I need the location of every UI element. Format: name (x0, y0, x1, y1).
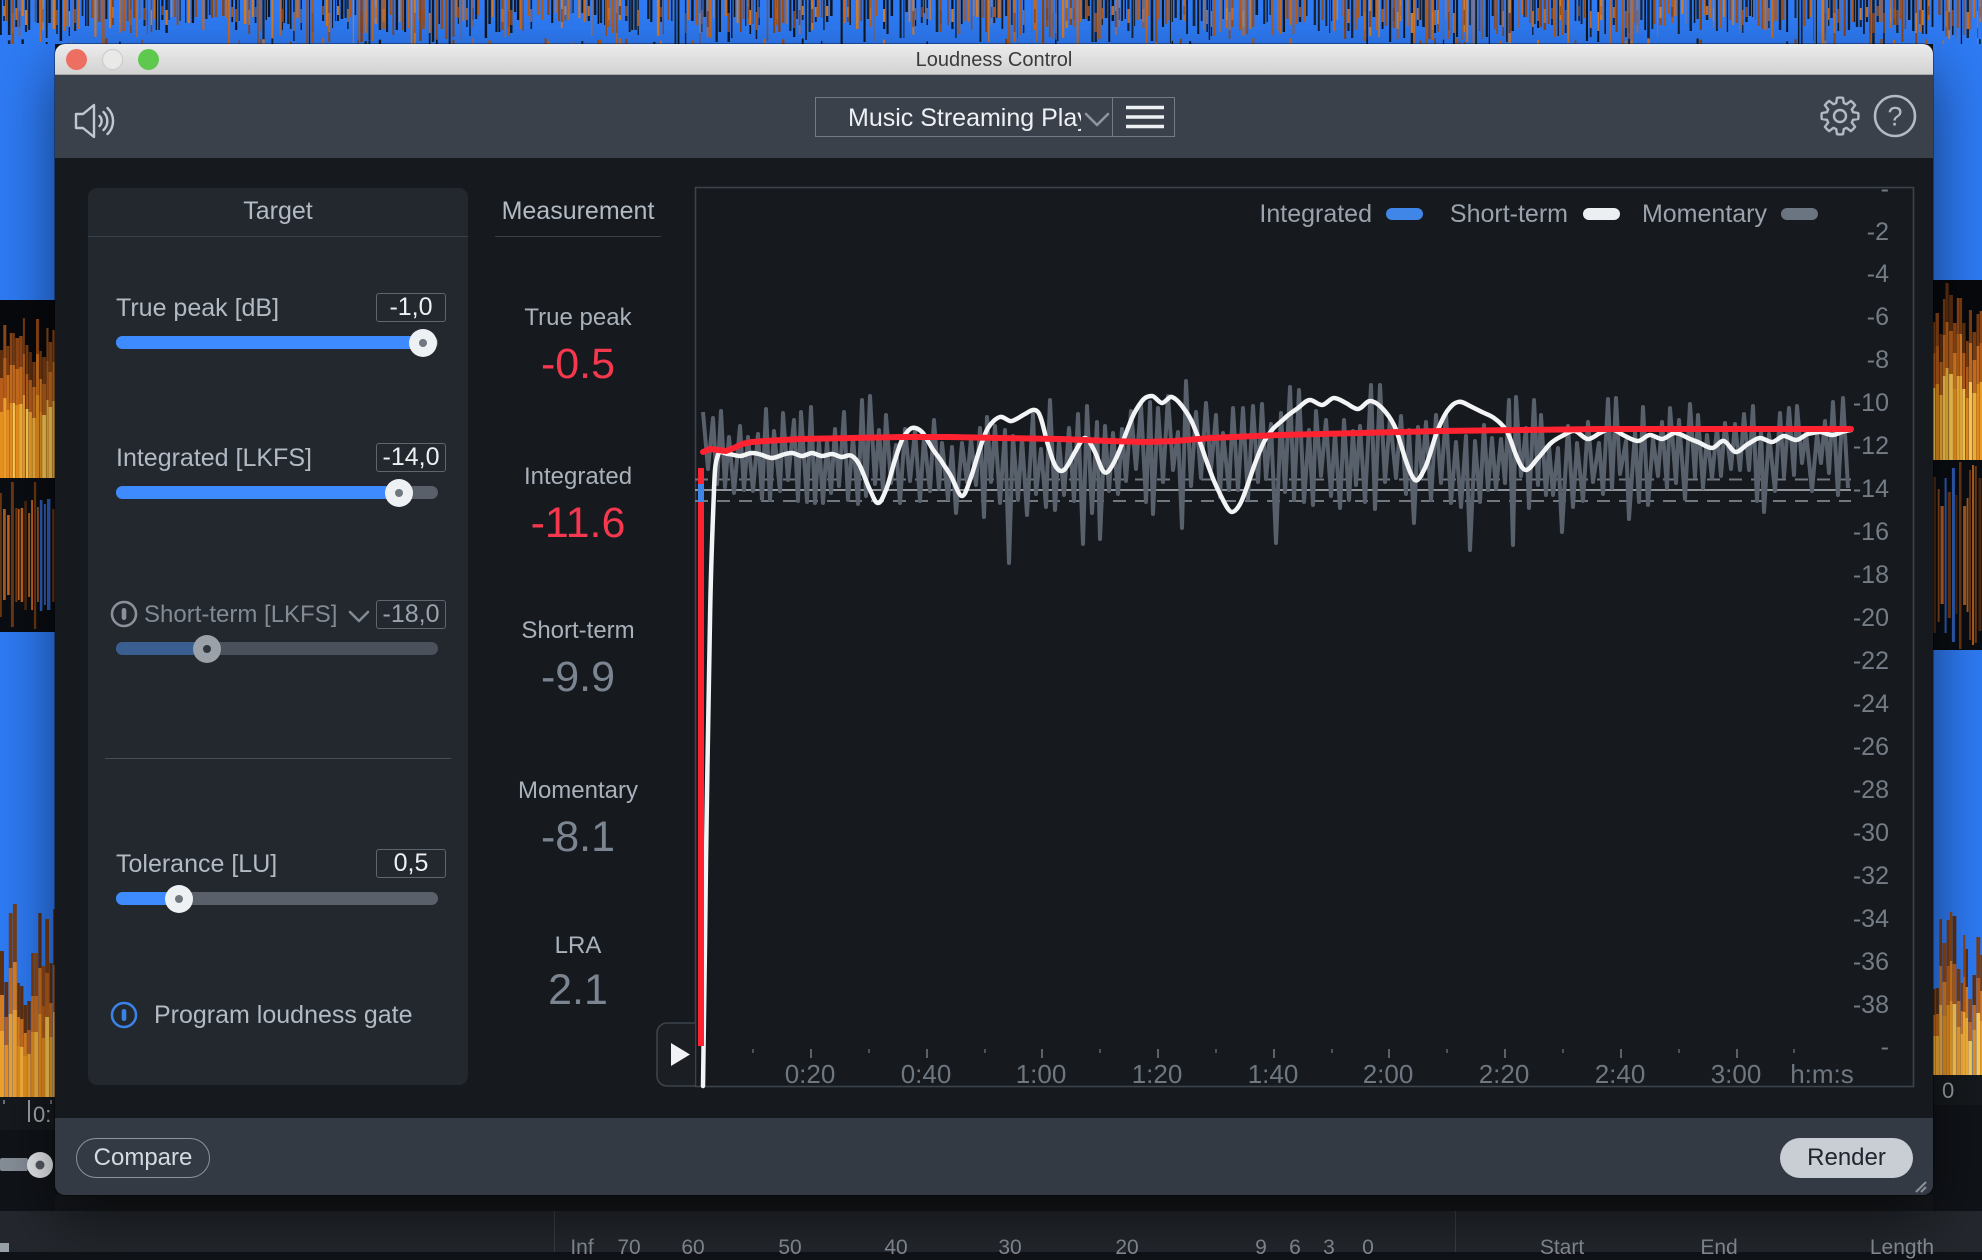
svg-text:?: ? (1887, 102, 1902, 132)
svg-text:-32: -32 (1853, 862, 1889, 890)
svg-text:-22: -22 (1853, 647, 1889, 675)
svg-text:-36: -36 (1853, 948, 1889, 976)
svg-text:-20: -20 (1853, 604, 1889, 632)
svg-text:Integrated: Integrated (1259, 200, 1372, 228)
svg-text:-8: -8 (1867, 346, 1889, 374)
svg-text:1:00: 1:00 (1016, 1059, 1067, 1089)
svg-text:-30: -30 (1853, 819, 1889, 847)
svg-text:-: - (1881, 1033, 1889, 1061)
svg-text:-10: -10 (1853, 389, 1889, 417)
svg-text:-26: -26 (1853, 733, 1889, 761)
svg-text:-6: -6 (1867, 303, 1889, 331)
svg-text:-38: -38 (1853, 991, 1889, 1019)
svg-text:2:00: 2:00 (1363, 1059, 1414, 1089)
svg-text:0:20: 0:20 (785, 1059, 836, 1089)
svg-text:2:40: 2:40 (1595, 1059, 1646, 1089)
svg-text:1:20: 1:20 (1132, 1059, 1183, 1089)
svg-text:-28: -28 (1853, 776, 1889, 804)
svg-text:-34: -34 (1853, 905, 1889, 933)
svg-text:h:m:s: h:m:s (1790, 1059, 1854, 1089)
svg-text:2:20: 2:20 (1479, 1059, 1530, 1089)
svg-text:-24: -24 (1853, 690, 1889, 718)
svg-text:Short-term: Short-term (1450, 200, 1568, 228)
svg-text:-2: -2 (1867, 218, 1889, 246)
svg-text:0: 0 (1942, 1078, 1954, 1103)
svg-text:-18: -18 (1853, 561, 1889, 589)
svg-text:-14: -14 (1853, 475, 1889, 503)
svg-text:3:00: 3:00 (1711, 1059, 1762, 1089)
svg-text:0:40: 0:40 (901, 1059, 952, 1089)
svg-text:-12: -12 (1853, 432, 1889, 460)
svg-text:-4: -4 (1867, 260, 1889, 288)
svg-text:Momentary: Momentary (1642, 200, 1768, 228)
svg-text:1:40: 1:40 (1248, 1059, 1299, 1089)
svg-text:0:: 0: (33, 1102, 51, 1127)
svg-text:-16: -16 (1853, 518, 1889, 546)
svg-text:-: - (1881, 186, 1889, 203)
